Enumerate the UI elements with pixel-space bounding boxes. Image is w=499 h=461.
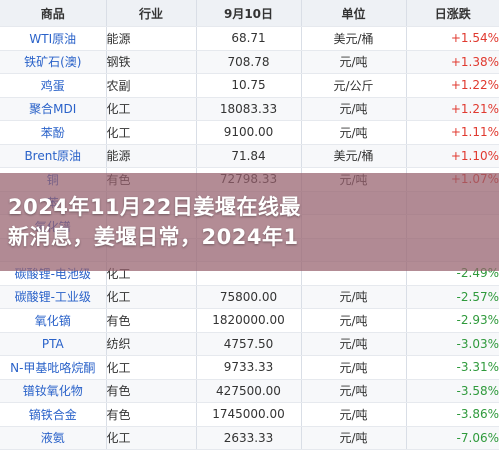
commodity-name-link[interactable]: 氧化镝: [0, 308, 107, 333]
table-row[interactable]: N-甲基吡咯烷酮 化工 9733.33 元/吨 -3.31%: [0, 355, 499, 380]
commodity-name-link[interactable]: 鸡蛋: [0, 73, 107, 98]
daily-change-cell: -3.86%: [406, 402, 499, 427]
price-cell: 4757.50: [196, 332, 302, 356]
daily-change-cell: +1.21%: [406, 97, 499, 121]
price-cell: 2633.33: [196, 426, 302, 450]
unit-cell: 元/吨: [301, 50, 407, 74]
industry-cell: 化工: [106, 120, 197, 145]
table-row[interactable]: 液氨 化工 2633.33 元/吨 -7.06%: [0, 426, 499, 450]
table-row[interactable]: 镨钕氧化物 有色 427500.00 元/吨 -3.58%: [0, 379, 499, 403]
table-row[interactable]: 镝铁合金 有色 1745000.00 元/吨 -3.86%: [0, 402, 499, 427]
daily-change-cell: +1.38%: [406, 50, 499, 74]
table-row[interactable]: 聚合MDI 化工 18083.33 元/吨 +1.21%: [0, 97, 499, 121]
price-cell: 75800.00: [196, 285, 302, 309]
commodity-name-link[interactable]: 碳酸锂-工业级: [0, 285, 107, 309]
daily-change-cell: -3.03%: [406, 332, 499, 356]
industry-cell: 能源: [106, 144, 197, 168]
unit-cell: 元/吨: [301, 285, 407, 309]
daily-change-cell: -7.06%: [406, 426, 499, 450]
daily-change-cell: +1.54%: [406, 26, 499, 51]
banner-title-line-2: 新消息，姜堰日常，2024年1: [8, 225, 299, 249]
unit-cell: 元/吨: [301, 332, 407, 356]
table-header-row: 商品 行业 9月10日 单位 日涨跌: [0, 0, 499, 27]
table-row[interactable]: 氧化镝 有色 1820000.00 元/吨 -2.93%: [0, 308, 499, 333]
industry-cell: 钢铁: [106, 50, 197, 74]
daily-change-cell: -2.57%: [406, 285, 499, 309]
table-row[interactable]: 铁矿石(澳) 钢铁 708.78 元/吨 +1.38%: [0, 50, 499, 74]
daily-change-cell: +1.10%: [406, 144, 499, 168]
unit-cell: 元/吨: [301, 120, 407, 145]
daily-change-cell: -3.58%: [406, 379, 499, 403]
daily-change-cell: -2.93%: [406, 308, 499, 333]
article-title-banner[interactable]: 2024年11月22日姜堰在线最 新消息，姜堰日常，2024年1: [0, 173, 499, 271]
unit-cell: 元/吨: [301, 97, 407, 121]
industry-cell: 化工: [106, 285, 197, 309]
industry-cell: 能源: [106, 26, 197, 51]
commodity-name-link[interactable]: 苯酚: [0, 120, 107, 145]
price-cell: 9100.00: [196, 120, 302, 145]
price-cell: 71.84: [196, 144, 302, 168]
header-daily-change[interactable]: 日涨跌: [406, 0, 499, 27]
industry-cell: 有色: [106, 379, 197, 403]
unit-cell: 元/吨: [301, 402, 407, 427]
price-cell: 18083.33: [196, 97, 302, 121]
commodity-name-link[interactable]: N-甲基吡咯烷酮: [0, 355, 107, 380]
price-cell: 1820000.00: [196, 308, 302, 333]
price-cell: 427500.00: [196, 379, 302, 403]
industry-cell: 化工: [106, 355, 197, 380]
header-industry[interactable]: 行业: [106, 0, 197, 27]
price-cell: 10.75: [196, 73, 302, 98]
unit-cell: 美元/桶: [301, 144, 407, 168]
daily-change-cell: -3.31%: [406, 355, 499, 380]
unit-cell: 元/吨: [301, 426, 407, 450]
table-row[interactable]: Brent原油 能源 71.84 美元/桶 +1.10%: [0, 144, 499, 168]
unit-cell: 美元/桶: [301, 26, 407, 51]
unit-cell: 元/吨: [301, 308, 407, 333]
unit-cell: 元/吨: [301, 379, 407, 403]
commodity-name-link[interactable]: 镝铁合金: [0, 402, 107, 427]
header-commodity[interactable]: 商品: [0, 0, 107, 27]
header-unit[interactable]: 单位: [301, 0, 407, 27]
unit-cell: 元/吨: [301, 355, 407, 380]
commodity-name-link[interactable]: 镨钕氧化物: [0, 379, 107, 403]
table-row[interactable]: WTI原油 能源 68.71 美元/桶 +1.54%: [0, 26, 499, 51]
price-cell: 68.71: [196, 26, 302, 51]
table-row[interactable]: 苯酚 化工 9100.00 元/吨 +1.11%: [0, 120, 499, 145]
industry-cell: 农副: [106, 73, 197, 98]
header-date-price[interactable]: 9月10日: [196, 0, 302, 27]
industry-cell: 化工: [106, 97, 197, 121]
table-row[interactable]: 碳酸锂-工业级 化工 75800.00 元/吨 -2.57%: [0, 285, 499, 309]
price-cell: 9733.33: [196, 355, 302, 380]
commodity-name-link[interactable]: 液氨: [0, 426, 107, 450]
commodity-name-link[interactable]: WTI原油: [0, 26, 107, 51]
commodity-name-link[interactable]: Brent原油: [0, 144, 107, 168]
banner-title-line-1: 2024年11月22日姜堰在线最: [8, 195, 301, 219]
table-row[interactable]: PTA 纺织 4757.50 元/吨 -3.03%: [0, 332, 499, 356]
commodity-name-link[interactable]: PTA: [0, 332, 107, 356]
unit-cell: 元/公斤: [301, 73, 407, 98]
commodity-name-link[interactable]: 铁矿石(澳): [0, 50, 107, 74]
industry-cell: 化工: [106, 426, 197, 450]
industry-cell: 有色: [106, 308, 197, 333]
daily-change-cell: +1.22%: [406, 73, 499, 98]
table-row[interactable]: 鸡蛋 农副 10.75 元/公斤 +1.22%: [0, 73, 499, 98]
commodity-name-link[interactable]: 聚合MDI: [0, 97, 107, 121]
daily-change-cell: +1.11%: [406, 120, 499, 145]
industry-cell: 有色: [106, 402, 197, 427]
industry-cell: 纺织: [106, 332, 197, 356]
price-cell: 708.78: [196, 50, 302, 74]
price-cell: 1745000.00: [196, 402, 302, 427]
